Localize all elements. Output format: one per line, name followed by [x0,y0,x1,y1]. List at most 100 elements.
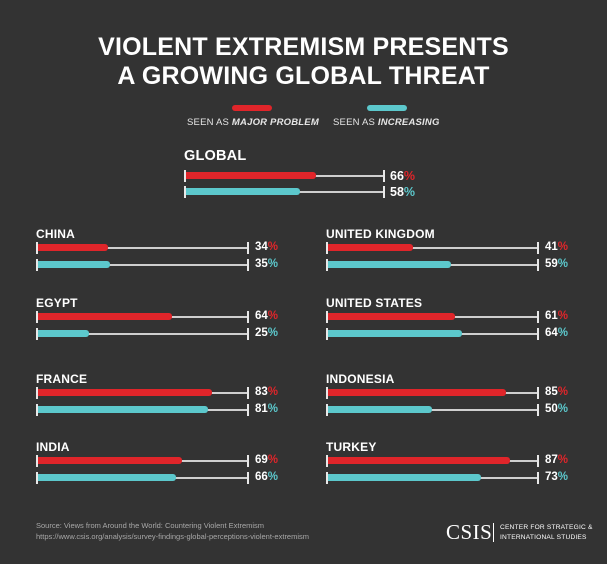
panel-indonesia: INDONESIA 85% 50% [326,372,578,432]
panel-france: FRANCE 83% 81% [36,372,288,432]
percent-sign: % [267,310,279,322]
value-number: 83 [255,386,268,398]
bar-row-major: 66% [184,169,424,183]
percent-sign: % [557,258,569,270]
value-label-major: 87% [545,454,568,466]
axis-start-tick [184,170,186,182]
panel-egypt: EGYPT 64% 25% [36,296,288,356]
panel-turkey: TURKEY 87% 73% [326,440,578,500]
percent-sign: % [557,241,569,253]
value-number: 64 [545,327,558,339]
axis-end-tick [537,472,539,484]
value-number: 58 [390,185,404,199]
axis-end-tick [247,328,249,340]
value-label-increasing: 35% [255,258,278,270]
bar-row-increasing: 81% [36,403,288,416]
bar-major [36,313,172,320]
bar-row-major: 41% [326,241,578,254]
bar-track [326,409,538,411]
bar-row-increasing: 59% [326,258,578,271]
bar-increasing [326,261,452,268]
panel-global: GLOBAL 66% 58% [184,148,424,208]
panel-united-kingdom: UNITED KINGDOM 41% 59% [326,227,578,287]
value-number: 50 [545,403,558,415]
value-label-increasing: 59% [545,258,568,270]
axis-end-tick [537,328,539,340]
axis-start-tick [326,387,328,399]
panel-name: GLOBAL [184,148,247,164]
bar-track [36,247,248,249]
panel-name: CHINA [36,227,75,241]
value-label-increasing: 50% [545,403,568,415]
percent-sign: % [267,454,279,466]
legend-increasing-swatch [367,105,407,111]
bar-row-increasing: 50% [326,403,578,416]
bar-increasing [36,330,89,337]
percent-sign: % [557,310,569,322]
bar-row-increasing: 66% [36,471,288,484]
percent-sign: % [403,185,416,199]
value-label-major: 66% [390,169,415,183]
logo-line-2: INTERNATIONAL STUDIES [500,533,587,541]
csis-wordmark: CSIS [446,520,493,544]
source-url: https://www.csis.org/analysis/survey-fin… [36,532,310,541]
axis-end-tick [247,404,249,416]
percent-sign: % [557,471,569,483]
source-text: Source: Views from Around the World: Cou… [36,521,265,530]
value-label-increasing: 81% [255,403,278,415]
value-number: 69 [255,454,268,466]
bar-row-major: 61% [326,310,578,323]
axis-start-tick [36,472,38,484]
value-number: 73 [545,471,558,483]
title-line-2: A GROWING GLOBAL THREAT [117,62,490,90]
legend: SEEN AS MAJOR PROBLEM SEEN AS INCREASING [0,105,607,135]
value-number: 35 [255,258,268,270]
value-label-major: 34% [255,241,278,253]
axis-end-tick [537,455,539,467]
bar-row-increasing: 25% [36,327,288,340]
axis-start-tick [326,259,328,271]
bar-major [326,244,413,251]
axis-end-tick [383,170,385,182]
value-label-increasing: 66% [255,471,278,483]
axis-start-tick [36,404,38,416]
bar-row-major: 34% [36,241,288,254]
percent-sign: % [267,403,279,415]
panel-name: UNITED KINGDOM [326,227,435,241]
value-number: 41 [545,241,558,253]
bar-row-major: 85% [326,386,578,399]
axis-start-tick [184,186,186,198]
value-label-increasing: 64% [545,327,568,339]
axis-end-tick [247,311,249,323]
axis-end-tick [537,259,539,271]
bar-increasing [36,261,111,268]
value-label-increasing: 58% [390,185,415,199]
axis-end-tick [247,259,249,271]
axis-end-tick [537,242,539,254]
value-number: 61 [545,310,558,322]
legend-major-swatch [232,105,272,111]
legend-major-prefix: SEEN AS [187,117,232,128]
axis-start-tick [36,455,38,467]
panel-name: EGYPT [36,296,78,310]
value-label-increasing: 73% [545,471,568,483]
value-label-increasing: 25% [255,327,278,339]
bar-major [36,457,183,464]
bar-row-increasing: 58% [184,185,424,199]
panel-name: TURKEY [326,440,377,454]
axis-start-tick [326,455,328,467]
axis-start-tick [36,387,38,399]
bar-increasing [326,406,432,413]
axis-end-tick [537,387,539,399]
value-number: 85 [545,386,558,398]
bar-increasing [36,474,176,481]
percent-sign: % [267,471,279,483]
bar-track [36,264,248,266]
value-label-major: 83% [255,386,278,398]
value-number: 64 [255,310,268,322]
bar-increasing [36,406,208,413]
bar-row-increasing: 35% [36,258,288,271]
value-number: 59 [545,258,558,270]
value-number: 34 [255,241,268,253]
percent-sign: % [267,386,279,398]
